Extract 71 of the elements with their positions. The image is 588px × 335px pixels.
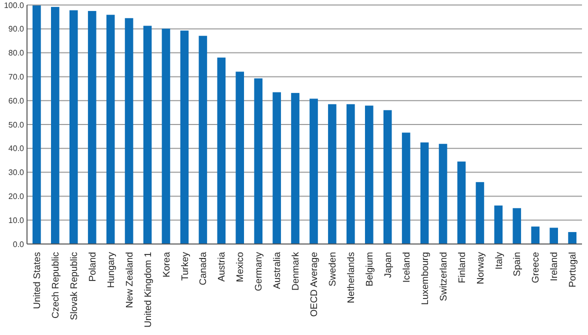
x-tick-label: United States <box>32 252 44 310</box>
y-tick-label: 20.0 <box>8 192 25 201</box>
bar <box>69 10 78 244</box>
x-tick-label: Netherlands <box>346 252 357 304</box>
y-tick-label: 80.0 <box>8 48 25 58</box>
bar <box>32 5 41 244</box>
y-tick-label: 30.0 <box>8 168 25 178</box>
bar <box>291 92 300 244</box>
x-tick-label: Belgium <box>364 252 376 286</box>
x-tick-label: Switzerland <box>438 252 450 302</box>
bar <box>512 208 522 244</box>
y-tick-label: 50.0 <box>8 120 25 130</box>
bar <box>420 142 429 244</box>
bar <box>383 110 392 244</box>
bar <box>310 98 318 244</box>
x-tick-label: Germany <box>254 252 265 292</box>
x-tick-label: Denmark <box>290 252 302 291</box>
y-tick-label: 0.0 <box>12 240 25 249</box>
bar <box>402 132 410 244</box>
bar <box>198 36 208 244</box>
x-tick-label: New Zealand <box>124 252 136 308</box>
x-tick-label: OECD Average <box>309 252 320 317</box>
x-tick-label: Hungary <box>106 252 117 288</box>
bar <box>236 72 244 244</box>
x-tick-label: Canada <box>198 251 210 286</box>
y-tick-label: 60.0 <box>8 96 25 106</box>
x-tick-label: Luxembourg <box>420 252 431 305</box>
x-tick-label: Czech Republic <box>50 252 62 319</box>
y-tick-label: 70.0 <box>8 72 25 82</box>
x-tick-label: Iceland <box>401 252 412 283</box>
bar <box>254 78 262 244</box>
x-tick-label: United Kingdom 1 <box>142 252 154 328</box>
bar <box>328 104 336 244</box>
x-tick-label: Norway <box>475 252 486 284</box>
bar <box>568 232 576 244</box>
x-tick-label: Ireland <box>549 252 560 282</box>
bar <box>124 18 134 244</box>
bar <box>51 6 60 244</box>
x-tick-label: Finland <box>456 252 468 284</box>
bar <box>364 106 374 244</box>
bar <box>106 14 115 244</box>
bar <box>217 58 226 244</box>
bar <box>550 228 558 244</box>
y-tick-label: 40.0 <box>8 144 25 154</box>
bar <box>438 144 448 244</box>
bar <box>531 226 540 244</box>
x-tick-label: Spain <box>512 252 524 276</box>
bar <box>180 30 189 244</box>
x-tick-label: Italy <box>494 252 505 270</box>
bar <box>162 28 170 244</box>
x-tick-label: Mexico <box>235 252 246 282</box>
x-tick-label: Korea <box>161 251 172 278</box>
y-tick-label: 90.0 <box>8 24 25 34</box>
x-tick-label: Sweden <box>328 252 339 286</box>
y-tick-label: 100.0 <box>4 0 25 10</box>
y-tick-label: 10.0 <box>8 216 25 225</box>
x-tick-label: Greece <box>530 252 542 284</box>
bar <box>494 206 503 244</box>
bar <box>457 162 466 244</box>
bar <box>88 10 96 244</box>
x-tick-label: Austria <box>216 251 228 282</box>
x-tick-label: Portugal <box>568 252 579 288</box>
bar <box>476 182 484 244</box>
bar <box>346 104 355 244</box>
x-tick-label: Japan <box>382 252 394 278</box>
x-tick-label: Turkey <box>180 252 191 281</box>
x-tick-label: Poland <box>87 252 98 282</box>
x-tick-label: Australia <box>272 251 284 289</box>
bar <box>143 26 152 244</box>
bar <box>272 92 281 244</box>
x-tick-label: Slovak Republic <box>68 252 80 320</box>
